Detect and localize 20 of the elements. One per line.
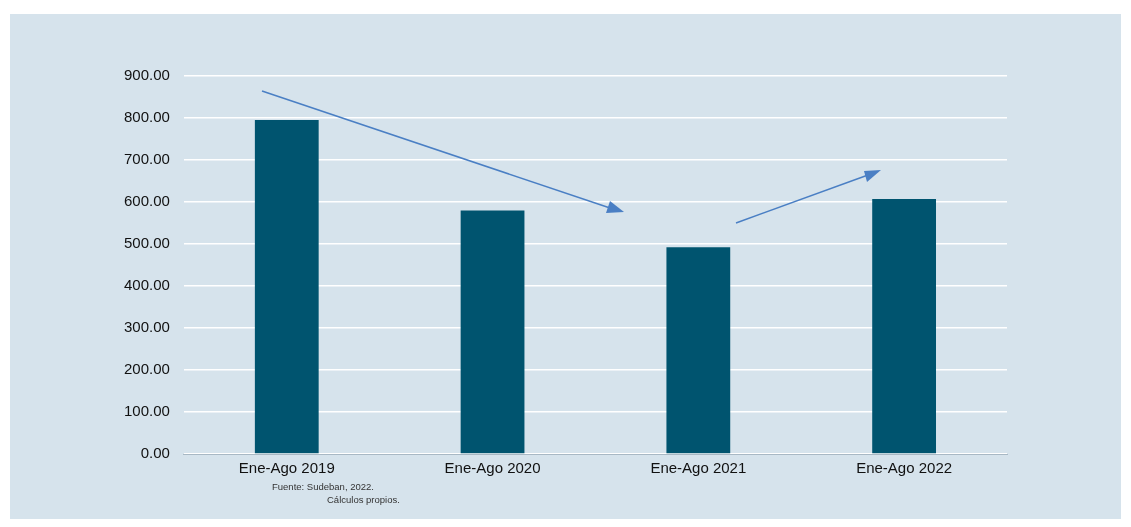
y-tick-label: 800.00	[123, 108, 170, 126]
x-tick-label: Ene-Ago 2020	[444, 459, 541, 477]
y-tick-label: 700.00	[123, 150, 170, 168]
text: Cálculos propios.	[326, 493, 400, 506]
y-tick-label: 0.00	[140, 444, 170, 462]
bar	[666, 247, 731, 454]
y-tick-label: 400.00	[123, 276, 170, 294]
y-tick-label: 300.00	[123, 318, 170, 336]
y-tick-label: 900.00	[123, 66, 170, 84]
bar	[460, 210, 525, 454]
x-tick-label: Ene-Ago 2022	[856, 459, 953, 477]
bar	[872, 199, 937, 454]
y-tick-label: 100.00	[123, 402, 170, 420]
x-tick-label: Ene-Ago 2019	[238, 459, 335, 477]
y-tick-label: 200.00	[123, 360, 170, 378]
y-tick-label: 600.00	[123, 192, 170, 210]
x-tick-label: Ene-Ago 2021	[650, 459, 747, 477]
y-tick-label: 500.00	[123, 234, 170, 252]
bar	[254, 120, 319, 454]
source-note: Fuente: Sudeban, 2022.	[272, 480, 375, 493]
